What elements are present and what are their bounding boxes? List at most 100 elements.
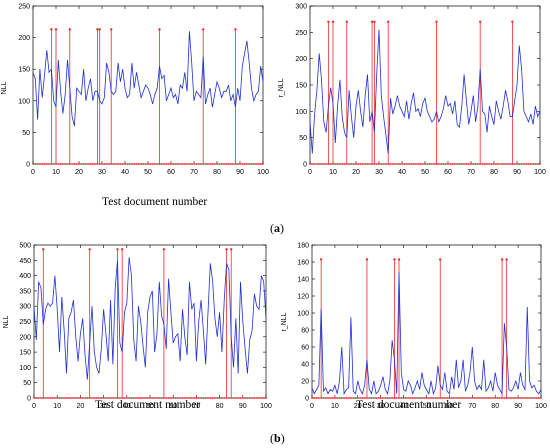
baseline-dot [448, 397, 451, 399]
baseline-dot [190, 397, 193, 399]
baseline-dot [179, 163, 182, 165]
baseline-dot [34, 163, 37, 165]
baseline-dot [252, 163, 255, 165]
baseline-dot [105, 163, 108, 165]
x-tick-label: 10 [52, 169, 60, 176]
x-tick-label: 60 [446, 403, 454, 410]
baseline-dot [343, 163, 346, 165]
caption-a: (a) [270, 221, 284, 235]
y-tick-label: 0 [26, 162, 30, 169]
baseline-dot [488, 163, 491, 165]
x-tick-label: 80 [490, 169, 498, 176]
baseline-dot [395, 397, 398, 399]
x-tick-label: 0 [31, 169, 35, 176]
baseline-dot [151, 163, 154, 165]
baseline-dot [241, 163, 244, 165]
y-tick-label: 0 [27, 396, 31, 403]
y-tick-label: 0 [305, 396, 309, 403]
baseline-dot [517, 397, 519, 399]
baseline-dot [496, 397, 499, 399]
baseline-dot [446, 397, 449, 399]
y-tick-label: 200 [19, 334, 31, 341]
baseline-dot [139, 397, 142, 399]
baseline-dot [142, 397, 144, 399]
marker-head [202, 28, 205, 31]
marker-head [110, 28, 113, 31]
baseline-dot [58, 397, 61, 399]
baseline-dot [64, 163, 67, 165]
baseline-dot [72, 397, 75, 399]
baseline-dot [327, 163, 330, 165]
baseline-dot [103, 163, 106, 165]
baseline-dot [126, 163, 129, 165]
baseline-dot [513, 163, 516, 165]
baseline-dot [490, 163, 493, 165]
baseline-dot [362, 163, 364, 165]
baseline-dot [412, 163, 415, 165]
baseline-dot [375, 163, 378, 165]
baseline-dot [53, 397, 56, 399]
baseline-dot [114, 163, 117, 165]
baseline-dot [370, 397, 373, 399]
baseline-dot [186, 163, 189, 165]
baseline-dot [121, 163, 124, 165]
baseline-dot [526, 397, 529, 399]
baseline-dot [200, 163, 202, 165]
baseline-dot [236, 163, 239, 165]
x-tick-label: 90 [513, 169, 521, 176]
baseline-dot [35, 397, 38, 399]
x-axis-label-a-left: Test document number [102, 196, 208, 208]
baseline-dot [441, 397, 444, 399]
baseline-dot [40, 397, 42, 399]
baseline-dot [250, 163, 253, 165]
baseline-dot [536, 163, 539, 165]
baseline-dot [350, 397, 352, 399]
baseline-dot [197, 163, 200, 165]
baseline-dot [506, 163, 509, 165]
baseline-dot [167, 163, 170, 165]
baseline-dot [386, 397, 389, 399]
baseline-dot [398, 163, 401, 165]
baseline-dot [202, 397, 205, 399]
baseline-dot [535, 397, 538, 399]
baseline-dot [460, 163, 463, 165]
baseline-dot [227, 163, 230, 165]
baseline-dot [132, 397, 135, 399]
baseline-dot [59, 163, 62, 165]
x-tick-label: 60 [167, 169, 175, 176]
baseline-dot [232, 163, 235, 165]
plot-frame [309, 5, 541, 165]
baseline-dot [320, 397, 323, 399]
marker-head [345, 20, 348, 23]
y-tick-label: 400 [19, 273, 31, 280]
baseline-dot [259, 163, 262, 165]
baseline-dot [246, 163, 248, 165]
baseline-dot [51, 397, 54, 399]
baseline-dot [508, 397, 510, 399]
baseline-dot [94, 163, 96, 165]
baseline-dot [373, 163, 376, 165]
baseline-dot [229, 163, 232, 165]
baseline-dot [253, 397, 256, 399]
baseline-dot [450, 397, 453, 399]
baseline-dot [339, 163, 341, 165]
baseline-dot [388, 397, 391, 399]
x-tick-label: 40 [398, 169, 406, 176]
baseline-dot [410, 163, 413, 165]
baseline-dot [244, 397, 247, 399]
baseline-dot [516, 163, 518, 165]
baseline-dot [519, 397, 522, 399]
y-tick-label: 160 [297, 260, 309, 267]
marker-head [331, 20, 335, 23]
baseline-dot [336, 163, 339, 165]
baseline-dot [309, 163, 311, 165]
baseline-dot [352, 397, 355, 399]
baseline-dot [537, 397, 540, 399]
baseline-dot [98, 163, 101, 165]
x-tick-label: 30 [377, 403, 385, 410]
baseline-dot [478, 397, 481, 399]
baseline-dot [311, 163, 314, 165]
y-tick-label: 450 [19, 258, 31, 265]
baseline-dot [181, 397, 184, 399]
baseline-dot [318, 163, 321, 165]
